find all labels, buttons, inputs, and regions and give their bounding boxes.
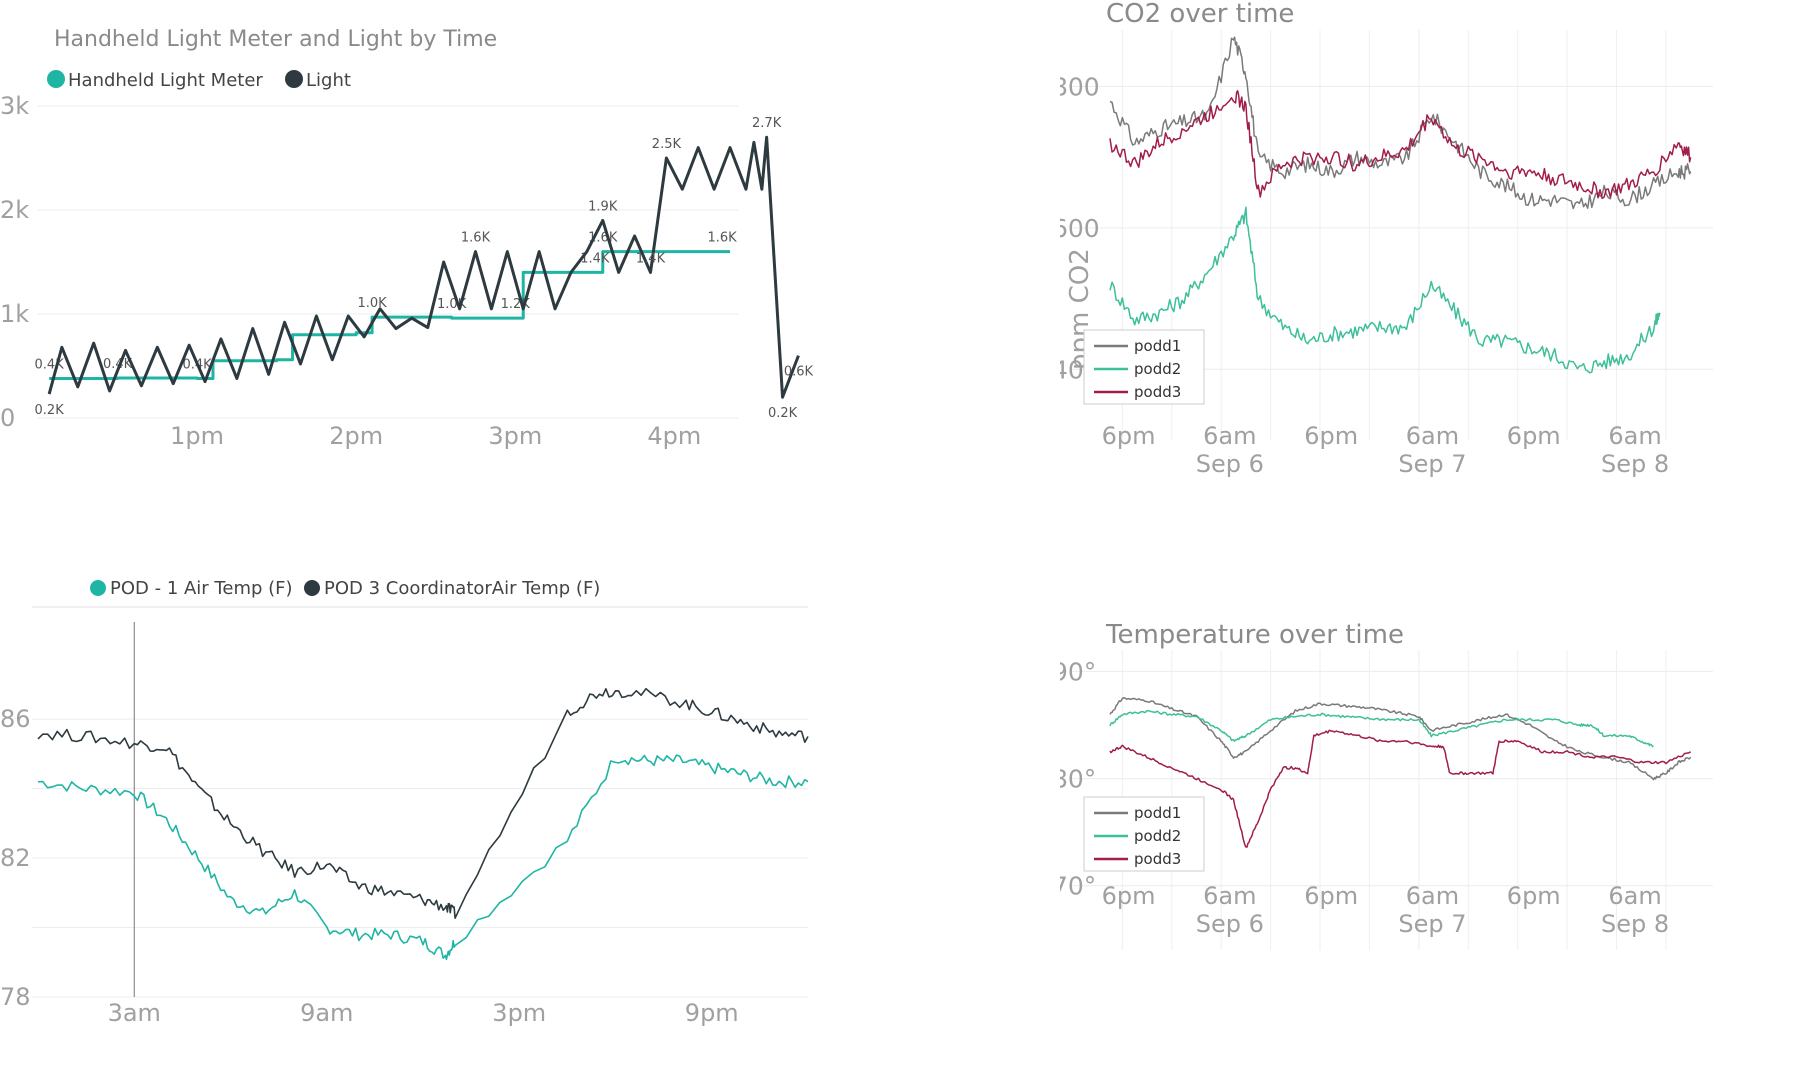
- airtemp-chart: POD - 1 Air Temp (F) POD 3 CoordinatorAir…: [0, 570, 809, 1027]
- co2-chart-legend: podd1 podd2 podd3: [1083, 329, 1205, 405]
- airtemp-y-tick: 86: [0, 705, 31, 733]
- legend-marker: [304, 580, 320, 596]
- light-x-tick: 1pm: [170, 422, 224, 450]
- light-data-label: 1.9K: [588, 199, 618, 214]
- legend-label: podd3: [1134, 383, 1181, 401]
- pod-x-tick: 6am: [1406, 882, 1459, 910]
- light-series-line: [47, 135, 800, 399]
- airtemp-x-tick: 3pm: [492, 999, 546, 1027]
- light-y-tick: 3k: [0, 92, 29, 120]
- light-x-tick: 2pm: [329, 422, 383, 450]
- light-chart: Handheld Light Meter and Light by Time H…: [0, 27, 814, 450]
- airtemp-series-line: [37, 754, 809, 961]
- light-data-label: 1.4K: [636, 251, 666, 266]
- airtemp-y-tick: 82: [0, 844, 31, 872]
- pod-x-tick: 6am: [1406, 422, 1459, 450]
- temp-chart: Temperature over time 70°80°90°6pm6amSep…: [1060, 620, 1713, 950]
- pod-y-tick: 800: [1060, 73, 1100, 102]
- pod-x-tick: Sep 7: [1398, 450, 1466, 478]
- pod-x-tick: 6am: [1608, 882, 1661, 910]
- legend-label: POD - 1 Air Temp (F): [110, 578, 293, 599]
- light-data-label: 1.0K: [357, 296, 387, 311]
- co2-chart: CO2 over time ppm CO2 4006008006pm6amSep…: [1060, 0, 1713, 478]
- pod-x-tick: 6pm: [1304, 422, 1358, 450]
- pod-series-line: [1109, 90, 1692, 200]
- pod-x-tick: 6pm: [1507, 422, 1561, 450]
- airtemp-x-tick: 9pm: [685, 999, 739, 1027]
- pod-x-tick: Sep 8: [1601, 450, 1669, 478]
- pod-x-tick: 6am: [1203, 882, 1256, 910]
- airtemp-x-tick: 3am: [108, 999, 161, 1027]
- pod-x-tick: Sep 6: [1196, 910, 1264, 938]
- legend-bg: [84, 570, 584, 606]
- pod-y-tick: 80°: [1060, 765, 1096, 794]
- light-chart-legend: Handheld Light Meter Light: [47, 70, 351, 91]
- legend-label: Handheld Light Meter: [68, 70, 263, 91]
- co2-chart-title: CO2 over time: [1106, 0, 1294, 29]
- pod-series-line: [1109, 729, 1692, 848]
- light-series-line: [49, 250, 731, 380]
- pod-x-tick: Sep 7: [1398, 910, 1466, 938]
- pod-x-tick: 6pm: [1507, 882, 1561, 910]
- light-y-tick: 2k: [0, 196, 29, 224]
- light-data-label: 0.4K: [103, 357, 133, 372]
- pod-series-line: [1109, 709, 1654, 748]
- temp-chart-legend: podd1 podd2 podd3: [1083, 796, 1205, 872]
- legend-marker: [285, 70, 303, 88]
- light-y-tick: 0: [0, 404, 15, 432]
- pod-y-tick: 600: [1060, 214, 1100, 243]
- light-data-label: 1.4K: [580, 251, 610, 266]
- pod-x-tick: 6pm: [1102, 422, 1156, 450]
- airtemp-chart-plot: 78 82 86 3am 9am 3pm 9pm: [0, 606, 809, 1027]
- legend-marker: [90, 580, 106, 596]
- light-x-tick: 4pm: [647, 422, 701, 450]
- temp-chart-title: Temperature over time: [1105, 620, 1404, 650]
- light-data-label: 0.6K: [784, 365, 814, 380]
- pod-x-tick: Sep 6: [1196, 450, 1264, 478]
- light-x-tick: 3pm: [488, 422, 542, 450]
- legend-label: POD 3 CoordinatorAir Temp (F): [324, 578, 600, 599]
- light-data-label: 0.2K: [768, 406, 798, 421]
- airtemp-y-tick: 78: [0, 983, 31, 1011]
- airtemp-x-tick: 9am: [300, 999, 353, 1027]
- legend-label: podd3: [1134, 850, 1181, 868]
- legend-label: podd2: [1134, 360, 1181, 378]
- pod-y-tick: 90°: [1060, 657, 1096, 686]
- pod-x-tick: 6pm: [1102, 882, 1156, 910]
- light-y-tick: 1k: [0, 300, 29, 328]
- pod-series-line: [1109, 697, 1692, 781]
- pod-series-line: [1109, 206, 1661, 374]
- legend-label: podd1: [1134, 804, 1181, 822]
- legend-marker: [47, 70, 65, 88]
- pod-x-tick: 6am: [1608, 422, 1661, 450]
- airtemp-series-line: [37, 687, 809, 919]
- light-chart-title: Handheld Light Meter and Light by Time: [54, 27, 497, 52]
- pod-x-tick: 6am: [1203, 422, 1256, 450]
- legend-label: podd2: [1134, 827, 1181, 845]
- pod-y-tick: 70°: [1060, 872, 1096, 901]
- light-data-label: 0.2K: [35, 403, 65, 418]
- light-data-label: 1.6K: [707, 231, 737, 246]
- light-data-label: 2.7K: [752, 116, 782, 131]
- pod-x-tick: 6pm: [1304, 882, 1358, 910]
- pod-x-tick: Sep 8: [1601, 910, 1669, 938]
- legend-label: Light: [306, 70, 351, 91]
- airtemp-chart-legend: POD - 1 Air Temp (F) POD 3 CoordinatorAir…: [84, 570, 600, 606]
- light-data-label: 2.5K: [652, 137, 682, 152]
- pod-series-line: [1109, 36, 1692, 210]
- light-data-label: 1.6K: [461, 231, 491, 246]
- legend-label: podd1: [1134, 337, 1181, 355]
